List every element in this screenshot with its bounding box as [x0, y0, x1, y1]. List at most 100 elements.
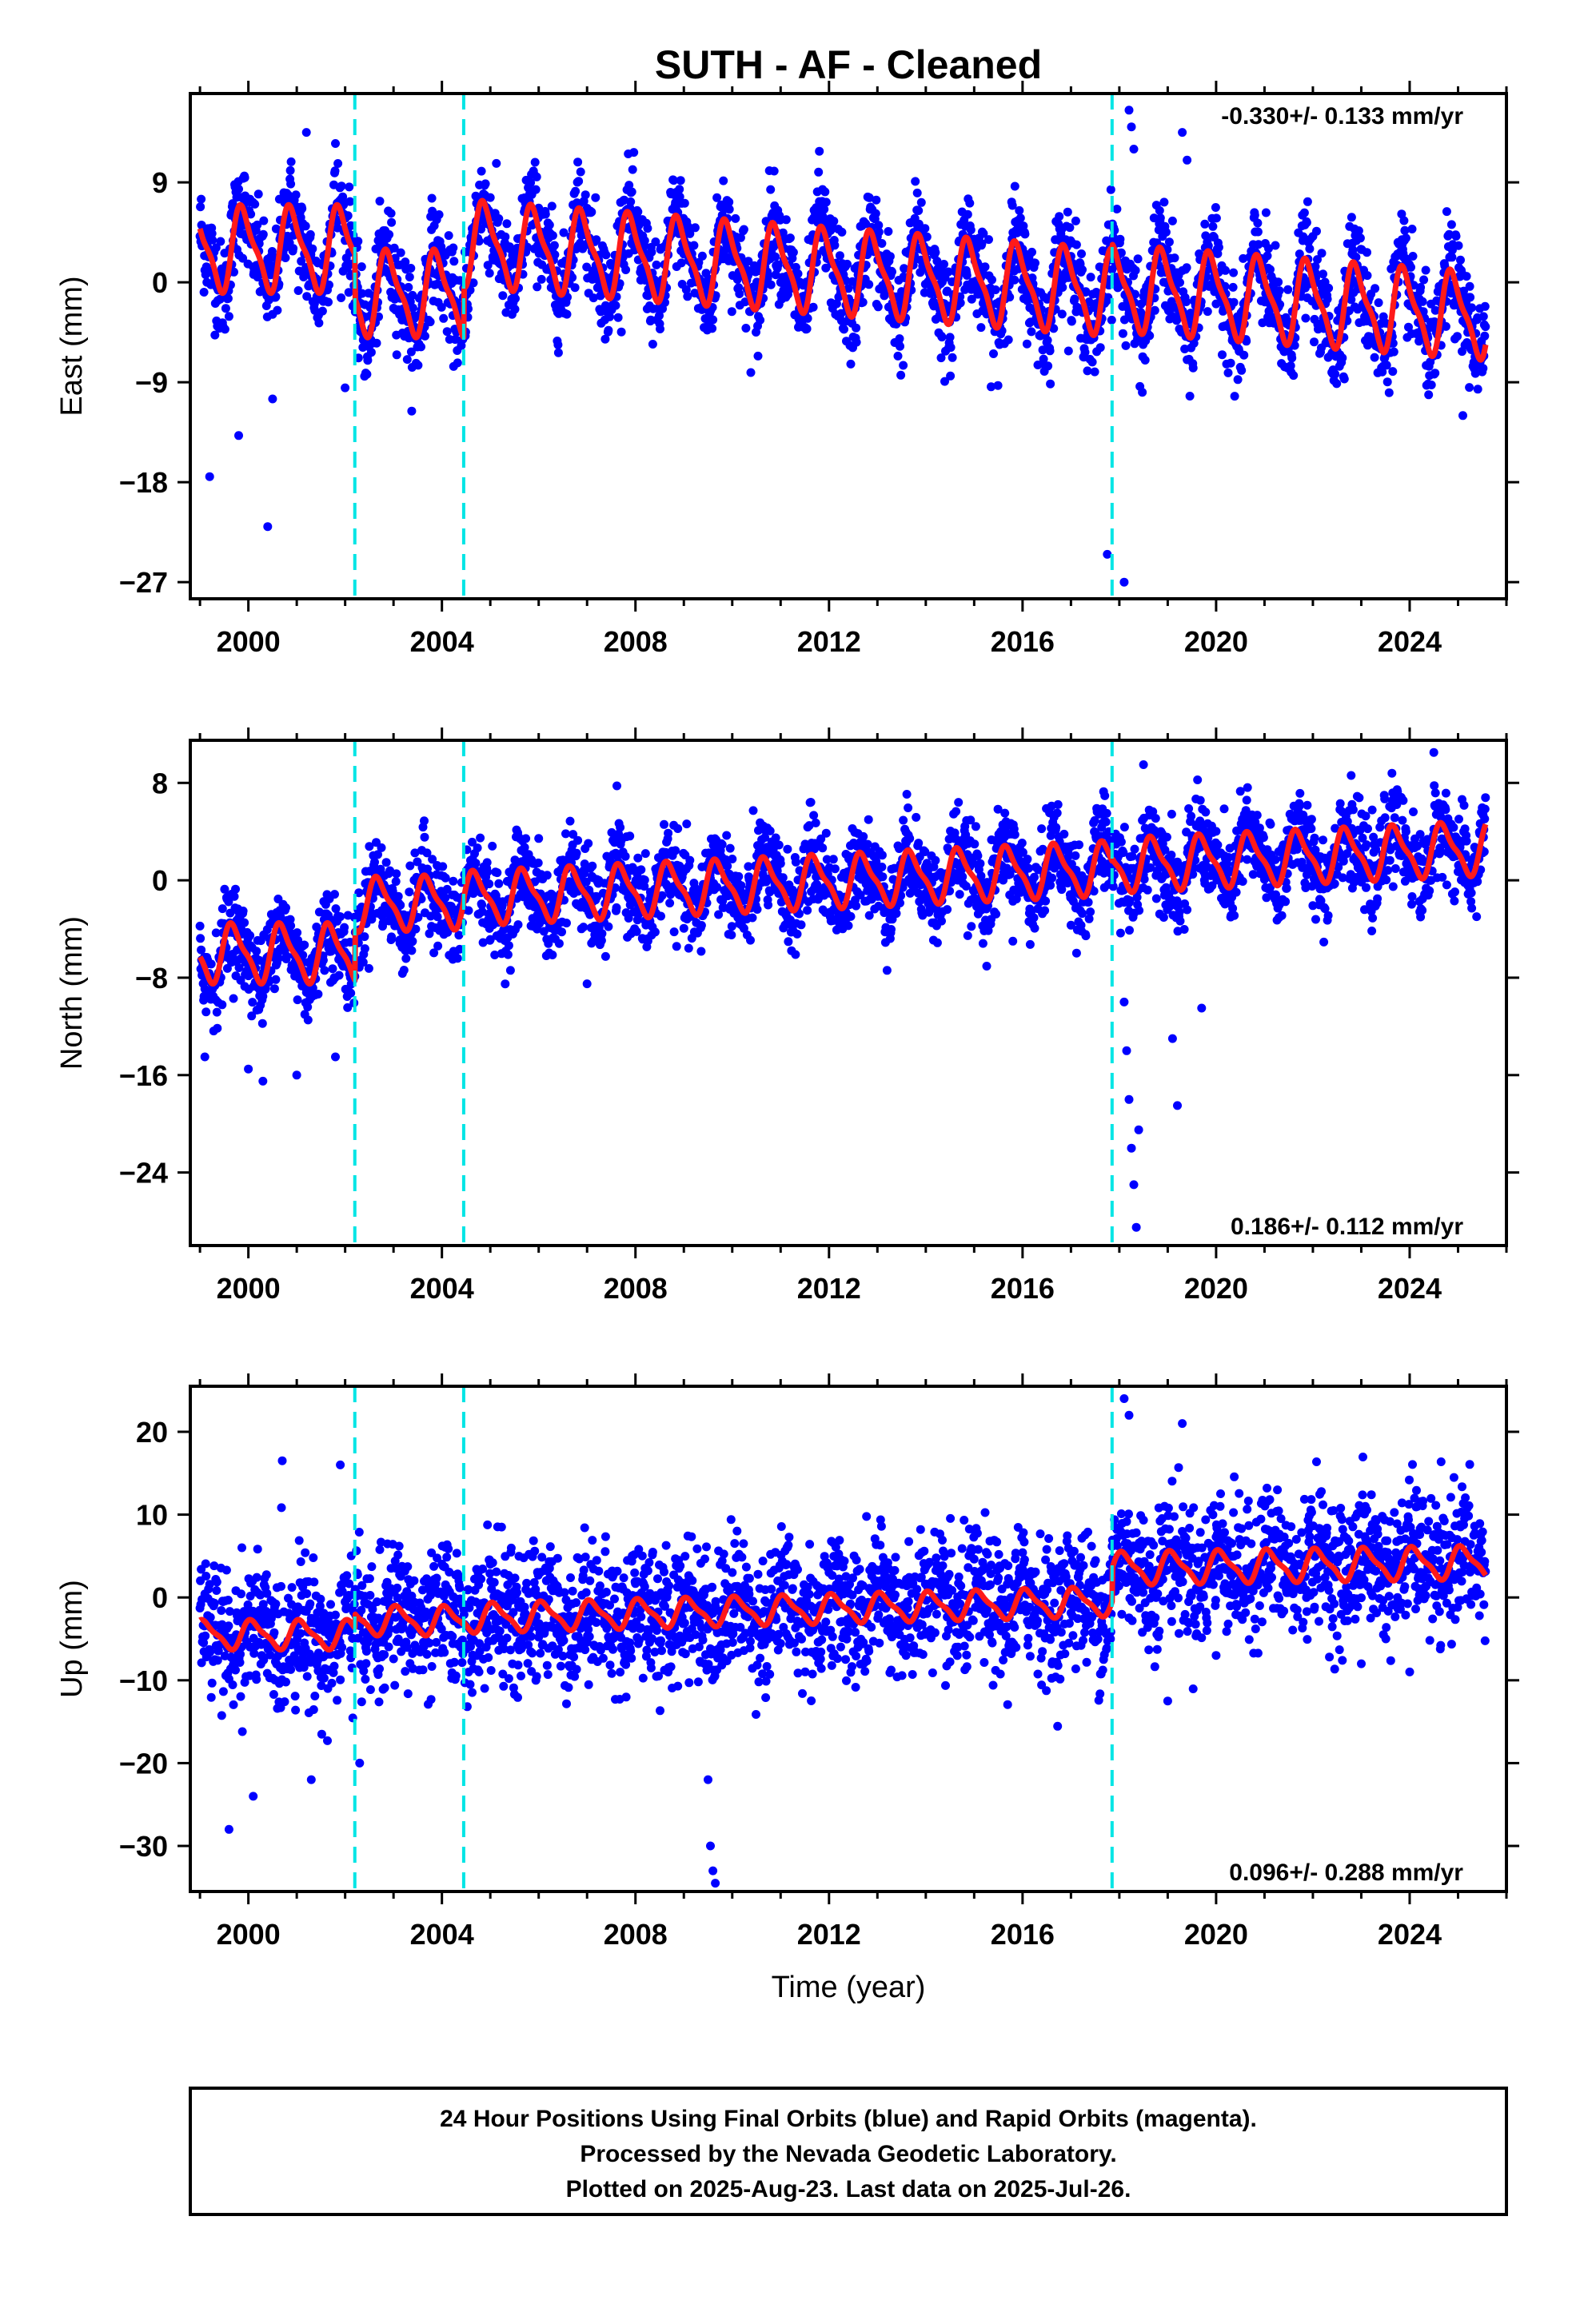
east-point: [345, 182, 353, 191]
east-point: [747, 369, 756, 377]
east-point: [1305, 245, 1314, 253]
east-point: [289, 244, 297, 253]
north-point: [196, 922, 205, 931]
east-point: [1340, 375, 1349, 384]
east-point: [1310, 337, 1319, 346]
east-point: [1406, 263, 1415, 272]
east-x-tick-label: 2004: [410, 625, 474, 658]
east-point: [367, 348, 376, 357]
north-point: [465, 907, 473, 915]
north-point: [822, 829, 831, 838]
east-point: [708, 324, 716, 333]
east-point: [200, 288, 209, 297]
north-point: [656, 912, 665, 921]
east-point: [814, 168, 823, 177]
east-point: [852, 324, 860, 333]
east-point: [1251, 211, 1259, 220]
east-point: [533, 282, 541, 291]
east-point: [1189, 364, 1198, 373]
east-point: [1221, 266, 1230, 275]
east-point: [884, 227, 892, 236]
east-point: [571, 283, 580, 292]
north-point: [488, 842, 497, 851]
east-point: [208, 236, 217, 245]
north-point: [641, 849, 650, 858]
east-point: [363, 356, 372, 365]
east-point: [571, 187, 580, 196]
east-point: [1208, 222, 1217, 231]
east-x-tick-label: 2024: [1378, 625, 1442, 658]
east-point: [1230, 298, 1239, 307]
east-point: [387, 218, 396, 227]
east-point: [1371, 284, 1379, 293]
north-point: [514, 920, 523, 929]
east-point: [221, 304, 230, 313]
east-point: [1234, 375, 1243, 384]
east-point: [940, 260, 948, 269]
north-point: [878, 851, 887, 859]
east-outlier-point: [1130, 145, 1139, 153]
east-point: [502, 219, 511, 228]
north-point: [625, 831, 634, 840]
east-point: [698, 252, 707, 261]
north-point: [501, 979, 509, 988]
east-point: [1159, 197, 1168, 206]
east-point: [604, 326, 612, 335]
north-point: [809, 811, 818, 819]
north-point: [293, 928, 301, 937]
north-point: [734, 872, 743, 881]
east-point: [1481, 302, 1490, 311]
north-point: [685, 856, 694, 865]
north-point: [665, 899, 674, 907]
north-point: [438, 862, 447, 871]
east-point: [731, 214, 740, 223]
north-point: [401, 955, 410, 963]
east-point: [405, 273, 414, 281]
north-point: [248, 998, 257, 1007]
east-point: [782, 215, 791, 224]
east-y-tick-label: −9: [135, 366, 168, 399]
north-point: [340, 923, 349, 932]
north-point: [636, 865, 645, 874]
north-point: [673, 824, 682, 833]
east-point: [1422, 266, 1430, 275]
east-point: [1156, 213, 1165, 222]
east-point: [345, 197, 354, 206]
east-point: [1480, 332, 1489, 341]
north-point: [579, 923, 588, 931]
east-point: [1015, 206, 1023, 215]
east-point: [756, 316, 764, 325]
east-point: [397, 249, 405, 257]
east-point: [836, 251, 844, 260]
east-point: [896, 371, 905, 380]
east-point: [306, 230, 315, 239]
north-point: [407, 947, 416, 955]
east-point: [1383, 377, 1392, 386]
north-point: [697, 921, 706, 930]
east-point: [1211, 203, 1220, 212]
east-point: [337, 293, 345, 302]
north-point: [764, 901, 772, 910]
east-point: [1067, 317, 1076, 326]
east-point: [1355, 226, 1363, 235]
east-point: [989, 349, 998, 358]
north-point: [505, 941, 513, 950]
east-point: [1215, 243, 1223, 252]
east-point: [652, 261, 661, 269]
east-point: [656, 325, 664, 333]
north-point: [829, 855, 838, 863]
east-point: [259, 230, 268, 239]
east-x-tick-label: 2016: [991, 625, 1055, 658]
north-point: [400, 966, 409, 975]
east-point: [498, 291, 507, 300]
north-point: [779, 873, 788, 882]
east-point: [1055, 212, 1063, 221]
east-point: [548, 201, 557, 210]
north-point: [213, 1008, 221, 1017]
north-point: [494, 879, 503, 888]
east-point: [407, 407, 416, 416]
east-point: [486, 193, 495, 202]
east-point: [1289, 371, 1298, 380]
north-point: [718, 840, 727, 849]
